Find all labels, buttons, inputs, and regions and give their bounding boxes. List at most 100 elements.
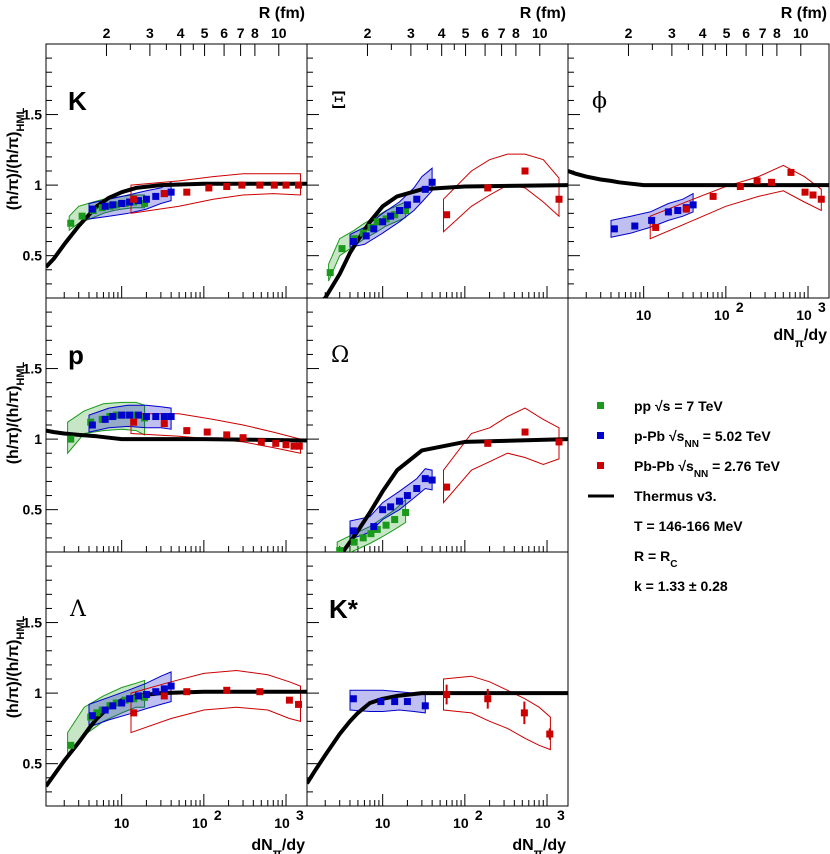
y-tick-label: 1.5: [23, 107, 43, 123]
PbPb-data-point: [223, 686, 231, 694]
pp-data-point: [373, 218, 381, 226]
PbPb-data-point: [238, 181, 246, 189]
x-tick-exponent: 2: [214, 807, 222, 823]
PbPb-data-point: [521, 428, 529, 436]
legend-note: R = RC: [634, 548, 677, 570]
y-tick-label: 0.5: [23, 248, 43, 264]
PbPb-data-point: [443, 483, 451, 491]
pPb-data-point: [403, 698, 411, 706]
pPb-data-point: [428, 178, 436, 186]
pPb-data-point: [391, 698, 399, 706]
legend-pPb-label: p-Pb √sNN = 5.02 TeV: [634, 428, 771, 450]
PbPb-data-point: [130, 709, 138, 717]
PbPb-data-point: [484, 184, 492, 192]
x-axis-title: dNπ/dy: [512, 837, 566, 854]
PbPb-data-point: [295, 181, 303, 189]
y-tick-label: 0.5: [23, 756, 43, 772]
top-axis-tick-label: 6: [220, 25, 228, 41]
PbPb-data-point: [282, 441, 290, 449]
pPb-data-point: [395, 207, 403, 215]
PbPb-data-point: [130, 195, 138, 203]
pPb-data-point: [421, 702, 429, 710]
legend-PbPb-label: Pb-Pb √sNN = 2.76 TeV: [634, 458, 781, 480]
PbPb-data-point: [817, 195, 825, 203]
top-axis-title: R (fm): [520, 5, 566, 22]
PbPb-data-point: [160, 190, 168, 198]
top-axis-tick-label: 5: [723, 25, 731, 41]
pPb-data-point: [674, 207, 682, 215]
pPb-data-point: [88, 421, 96, 429]
pp-data-point: [326, 269, 334, 277]
pp-data-point: [67, 435, 75, 443]
thermus-curve: [46, 689, 307, 788]
top-axis-tick-label: 8: [251, 25, 259, 41]
legend-note: k = 1.33 ± 0.28: [634, 578, 728, 594]
x-tick-label: 10: [714, 307, 730, 323]
thermus-curve: [307, 691, 568, 785]
y-tick-label: 1: [34, 685, 42, 701]
pp-data-point: [391, 211, 399, 219]
pp-data-point: [402, 508, 410, 516]
top-axis-tick-label: 7: [498, 25, 506, 41]
pp-data-point: [391, 516, 399, 524]
PbPb-data-point: [295, 700, 303, 708]
pPb-data-point: [167, 188, 175, 196]
top-axis-tick-label: 10: [532, 25, 548, 41]
y-tick-label: 0.5: [23, 502, 43, 518]
legend-pp-label: pp √s = 7 TeV: [634, 398, 723, 414]
x-axis-title: dNπ/dy: [773, 327, 827, 350]
legend: pp √s = 7 TeV p-Pb √sNN = 5.02 TeV Pb-Pb √…: [588, 398, 781, 594]
pPb-data-point: [413, 485, 421, 492]
data-layer: [46, 153, 829, 788]
x-tick-label: 10: [636, 307, 652, 323]
PbPb-data-point: [290, 442, 298, 450]
PbPb-data-point: [652, 223, 660, 231]
PbPb-data-point: [546, 730, 554, 738]
pPb-data-point: [167, 682, 175, 690]
top-axis-tick-label: 10: [793, 25, 809, 41]
PbPb-data-point: [160, 692, 168, 700]
PbPb-data-point: [203, 428, 211, 436]
pPb-data-point: [421, 475, 429, 483]
pPb-data-point: [101, 415, 109, 423]
pPb-data-point: [126, 198, 134, 206]
top-axis-title: R (fm): [259, 5, 305, 22]
pp-data-point: [141, 199, 149, 207]
pPb-data-point: [648, 216, 656, 224]
x-axis-title: dNπ/dy: [251, 837, 305, 854]
thermus-curve: [46, 428, 307, 443]
pPb-data-point: [413, 195, 421, 203]
PbPb-data-point: [809, 191, 817, 199]
PbPb-data-point: [520, 709, 528, 717]
top-axis-tick-label: 7: [237, 25, 245, 41]
x-tick-label: 10: [114, 815, 130, 831]
pPb-data-point: [109, 413, 117, 421]
PbPb-data-point: [484, 695, 492, 703]
y-axis-title: (h/π)/(h/π)HML: [5, 615, 27, 718]
x-tick-label: 10: [192, 815, 208, 831]
PbPb-data-point: [183, 427, 191, 435]
PbPb-data-point: [130, 418, 138, 426]
pPb-data-point: [142, 195, 150, 203]
x-tick-exponent: 2: [475, 807, 483, 823]
PbPb-data-point: [239, 434, 247, 442]
pPb-data-point: [379, 218, 387, 226]
top-axis-tick-label: 6: [481, 25, 489, 41]
pp-data-point: [336, 547, 344, 552]
pPb-data-point: [349, 695, 357, 703]
panel-label-p: p: [68, 340, 84, 370]
pPb-data-point: [118, 699, 126, 707]
top-axis-tick-label: 7: [759, 25, 767, 41]
x-tick-label: 10: [274, 815, 290, 831]
x-tick-exponent: 3: [296, 807, 304, 823]
PbPb-data-point: [256, 688, 264, 696]
PbPb-data-point: [183, 188, 191, 196]
PbPb-data-point: [285, 696, 293, 704]
top-axis-tick-label: 6: [742, 25, 750, 41]
top-axis-tick-label: 3: [407, 25, 415, 41]
pPb-data-point: [134, 197, 142, 205]
pPb-data-point: [664, 208, 672, 216]
top-axis-title: R (fm): [781, 5, 827, 22]
PbPb-syst-band: [443, 153, 560, 233]
pp-data-point: [367, 530, 375, 538]
